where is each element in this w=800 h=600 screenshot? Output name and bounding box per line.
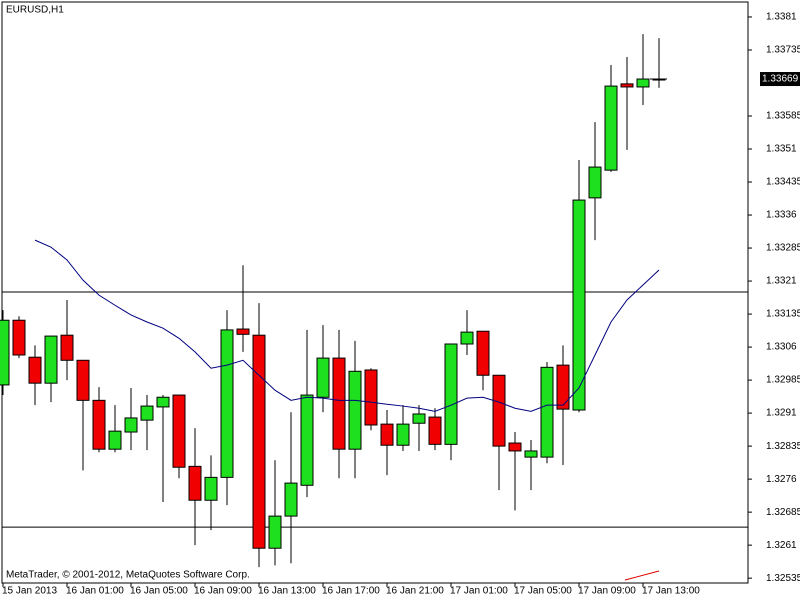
candle-body xyxy=(60,334,74,361)
candle-body xyxy=(620,83,634,88)
y-tick-label: 1.33135 xyxy=(766,309,800,320)
candle-body xyxy=(348,370,362,450)
candle-body xyxy=(556,364,570,410)
x-tick-label: 17 Jan 09:00 xyxy=(578,586,636,597)
candle-body xyxy=(316,357,330,398)
y-tick-label: 1.32535 xyxy=(766,573,800,584)
y-tick-label: 1.32685 xyxy=(766,507,800,518)
candle-body xyxy=(76,359,90,401)
candle-body xyxy=(156,396,170,408)
candle-body xyxy=(508,442,522,452)
y-tick-label: 1.3261 xyxy=(766,540,797,551)
x-tick-label: 16 Jan 09:00 xyxy=(194,586,252,597)
y-tick-label: 1.33285 xyxy=(766,243,800,254)
candle-body xyxy=(284,482,298,517)
candle-body xyxy=(268,515,282,549)
candle-body xyxy=(236,328,250,335)
candle-body xyxy=(604,85,618,171)
moving-average xyxy=(34,239,660,412)
x-tick-label: 16 Jan 17:00 xyxy=(322,586,380,597)
candle-body xyxy=(572,199,586,411)
candle-body xyxy=(492,374,506,447)
x-tick-label: 16 Jan 01:00 xyxy=(66,586,124,597)
candle-body xyxy=(364,369,378,426)
y-tick-label: 1.3276 xyxy=(766,474,797,485)
candle-body xyxy=(220,329,234,478)
x-tick-label: 17 Jan 01:00 xyxy=(450,586,508,597)
y-tick-label: 1.3381 xyxy=(766,12,797,23)
candle-body xyxy=(92,399,106,450)
current-price-label: 1.33669 xyxy=(762,74,799,85)
y-tick-label: 1.32835 xyxy=(766,441,800,452)
candle-body xyxy=(412,413,426,424)
candle-body xyxy=(300,394,314,486)
y-tick-label: 1.3351 xyxy=(766,144,797,155)
candle-body xyxy=(172,394,186,468)
candle-body xyxy=(0,319,10,386)
x-tick-label: 17 Jan 13:00 xyxy=(642,586,700,597)
candle-body xyxy=(540,366,554,458)
chart-title: EURUSD,H1 xyxy=(6,5,64,16)
y-tick-label: 1.33735 xyxy=(766,45,800,56)
y-tick-label: 1.3306 xyxy=(766,342,797,353)
candle-body xyxy=(380,423,394,446)
x-tick-label: 16 Jan 05:00 xyxy=(130,586,188,597)
candle-body xyxy=(460,331,474,345)
candle-body xyxy=(524,450,538,458)
candle-body xyxy=(332,357,346,450)
candle-body xyxy=(124,417,138,433)
candle-body xyxy=(204,476,218,501)
x-tick-label: 16 Jan 21:00 xyxy=(386,586,444,597)
x-tick-label: 17 Jan 05:00 xyxy=(514,586,572,597)
y-tick-label: 1.33435 xyxy=(766,177,800,188)
candle-body xyxy=(636,78,650,88)
y-tick-label: 1.32985 xyxy=(766,375,800,386)
x-tick-label: 15 Jan 2013 xyxy=(2,586,57,597)
candle-body xyxy=(588,166,602,199)
candle-body xyxy=(444,343,458,445)
candle-body xyxy=(108,430,122,450)
candle-body xyxy=(12,319,26,356)
candle-body xyxy=(252,334,266,549)
y-tick-label: 1.3321 xyxy=(766,276,797,287)
candle-body xyxy=(188,465,202,501)
candle-body xyxy=(140,405,154,421)
candle-body xyxy=(428,416,442,445)
y-tick-label: 1.3336 xyxy=(766,210,797,221)
footer: MetaTrader, © 2001-2012, MetaQuotes Soft… xyxy=(6,570,250,581)
current-price-box xyxy=(760,72,800,87)
candle-body xyxy=(476,330,490,376)
candle-body xyxy=(44,335,58,384)
trend-line xyxy=(624,570,660,581)
y-tick-label: 1.3291 xyxy=(766,408,797,419)
y-tick-label: 1.33585 xyxy=(766,111,800,122)
x-tick-label: 16 Jan 13:00 xyxy=(258,586,316,597)
candle-body xyxy=(28,356,42,384)
candle-body xyxy=(396,423,410,446)
